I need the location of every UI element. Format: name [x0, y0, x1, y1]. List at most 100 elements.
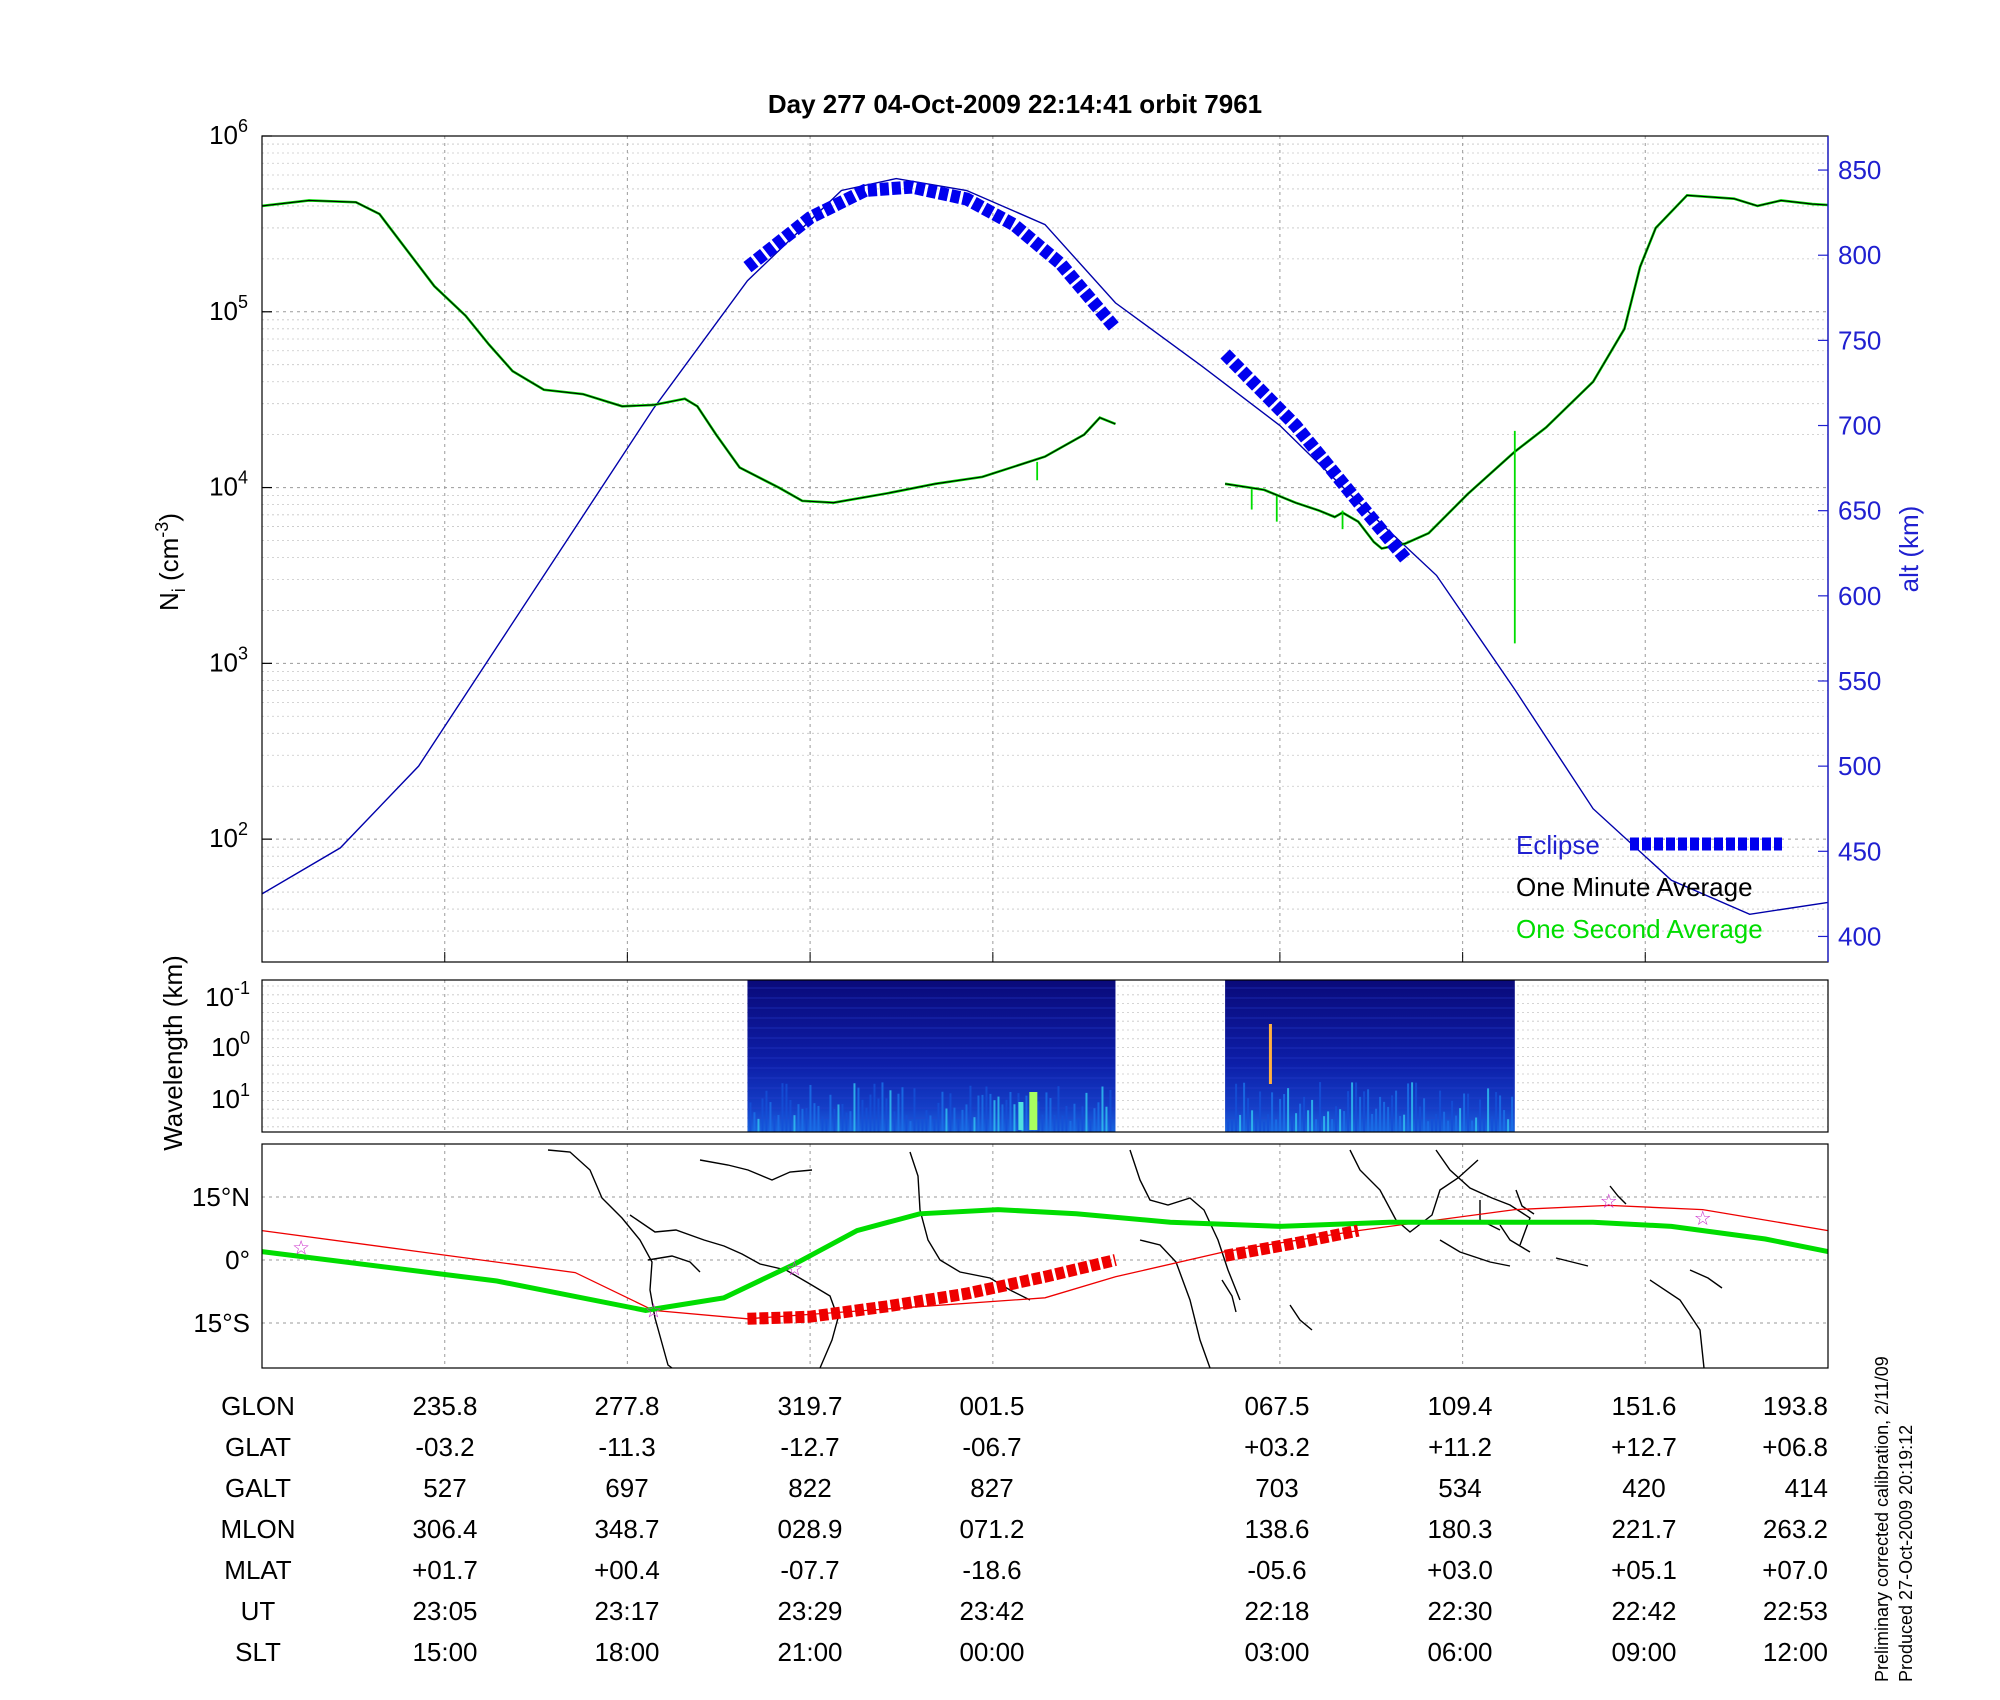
altitude-tick-label: 550 — [1838, 666, 1881, 696]
eclipse-track — [1220, 349, 1411, 563]
table-cell: 420 — [1622, 1473, 1665, 1503]
table-cell: +07.0 — [1762, 1555, 1828, 1585]
star-marker: ☆ — [292, 1237, 310, 1259]
magnetic-track — [261, 1207, 1829, 1313]
one-minute-line — [261, 199, 1116, 504]
altitude-tick-label: 750 — [1838, 325, 1881, 355]
table-cell: -06.7 — [962, 1432, 1021, 1462]
spectrogram-hotspot — [1029, 1092, 1038, 1130]
density-tick-label: 102 — [209, 819, 248, 853]
table-cell: -07.7 — [780, 1555, 839, 1585]
table-cell: +03.2 — [1244, 1432, 1310, 1462]
table-cell: 12:00 — [1763, 1637, 1828, 1667]
legend-one-minute-label: One Minute Average — [1516, 872, 1753, 902]
table-cell: +01.7 — [412, 1555, 478, 1585]
table-cell: +06.8 — [1762, 1432, 1828, 1462]
legend: Eclipse One Minute Average One Second Av… — [1516, 830, 1782, 944]
table-cell: -05.6 — [1247, 1555, 1306, 1585]
spectrogram-block — [747, 980, 1116, 1132]
one-second-line — [261, 199, 1116, 505]
spectrogram-frame — [261, 979, 1829, 1133]
density-tick-label: 106 — [209, 116, 248, 150]
table-cell: -18.6 — [962, 1555, 1021, 1585]
table-cell: 193.8 — [1763, 1391, 1828, 1421]
spectrogram-blocks — [747, 980, 1515, 1132]
table-row-label: GALT — [225, 1473, 291, 1503]
table-cell: 22:42 — [1611, 1596, 1676, 1626]
table-row-label: GLON — [221, 1391, 295, 1421]
altitude-tick-label: 700 — [1838, 411, 1881, 441]
table-cell: 067.5 — [1244, 1391, 1309, 1421]
table-cell: 235.8 — [412, 1391, 477, 1421]
table-cell: -11.3 — [598, 1432, 655, 1462]
table-cell: 071.2 — [959, 1514, 1024, 1544]
calibration-note: Preliminary corrected calibration, 2/11/… — [1872, 1356, 1892, 1682]
eclipse-ground-track — [1224, 1224, 1360, 1262]
table-cell: 001.5 — [959, 1391, 1024, 1421]
table-cell: +11.2 — [1428, 1432, 1492, 1462]
ground-tracks: ☆ ☆ ☆ ☆ ☆ — [261, 1191, 1829, 1325]
altitude-tick-label: 800 — [1838, 240, 1881, 270]
one-minute-line — [1225, 194, 1829, 550]
legend-eclipse-label: Eclipse — [1516, 830, 1600, 860]
altitude-tick-label: 850 — [1838, 155, 1881, 185]
table-cell: 319.7 — [777, 1391, 842, 1421]
map-frame — [261, 1143, 1829, 1369]
spectrogram-ticks: 10-1 100 101 — [205, 978, 250, 1114]
table-cell: 263.2 — [1763, 1514, 1828, 1544]
table-cell: 527 — [423, 1473, 466, 1503]
table-cell: +12.7 — [1611, 1432, 1677, 1462]
table-cell: 180.3 — [1427, 1514, 1492, 1544]
table-cell: 348.7 — [594, 1514, 659, 1544]
wavelength-tick-label: 101 — [211, 1080, 250, 1114]
table-cell: 23:05 — [412, 1596, 477, 1626]
table-cell: 703 — [1255, 1473, 1298, 1503]
star-marker: ☆ — [645, 1300, 663, 1322]
coastline-outlines — [547, 1149, 1723, 1369]
eclipse-track — [743, 180, 1121, 333]
latitude-tick-label: 15°N — [192, 1182, 250, 1212]
spectrogram-grid — [262, 980, 1828, 1132]
altitude-line — [261, 177, 1829, 916]
table-cell: 221.7 — [1611, 1514, 1676, 1544]
eclipse-layer — [743, 180, 1411, 563]
altitude-axis-label: alt (km) — [1894, 506, 1924, 593]
table-cell: 827 — [970, 1473, 1013, 1503]
table-cell: 22:30 — [1427, 1596, 1492, 1626]
table-cell: 03:00 — [1244, 1637, 1309, 1667]
wavelength-tick-label: 10-1 — [205, 978, 250, 1012]
table-cell: 277.8 — [594, 1391, 659, 1421]
density-tick-label: 103 — [209, 643, 248, 677]
table-cell: 306.4 — [412, 1514, 477, 1544]
main-panel-ticks: 102 103 104 105 106 400 450 500 550 600 650 700 750 8… — [209, 116, 1881, 962]
table-cell: -12.7 — [780, 1432, 839, 1462]
chart-title: Day 277 04-Oct-2009 22:14:41 orbit 7961 — [768, 89, 1262, 119]
altitude-tick-label: 500 — [1838, 751, 1881, 781]
star-marker: ☆ — [1600, 1191, 1618, 1213]
table-cell: 151.6 — [1611, 1391, 1676, 1421]
density-axis-label: Ni (cm-3) — [152, 513, 189, 611]
table-cell: 22:53 — [1763, 1596, 1828, 1626]
table-cell: +03.0 — [1427, 1555, 1493, 1585]
altitude-tick-label: 600 — [1838, 581, 1881, 611]
orbit-track-thin — [261, 1204, 1829, 1320]
map-grid — [262, 1144, 1828, 1368]
table-row-label: UT — [241, 1596, 276, 1626]
table-cell: 23:42 — [959, 1596, 1024, 1626]
table-cell: 028.9 — [777, 1514, 842, 1544]
orbit-parameter-table: GLON 235.8 277.8 319.7 001.5 067.5 109.4 151.6 1… — [220, 1391, 1828, 1667]
spectrogram-block — [1225, 980, 1515, 1132]
eclipse-ground-track — [747, 1254, 1117, 1325]
wavelength-tick-label: 100 — [211, 1028, 250, 1062]
altitude-tick-label: 650 — [1838, 496, 1881, 526]
table-cell: 414 — [1785, 1473, 1828, 1503]
table-cell: 138.6 — [1244, 1514, 1309, 1544]
table-cell: 697 — [605, 1473, 648, 1503]
latitude-tick-label: 0° — [225, 1245, 250, 1275]
table-cell: 22:18 — [1244, 1596, 1309, 1626]
density-tick-label: 104 — [209, 468, 248, 502]
spectrogram-hotspot — [1018, 1102, 1024, 1130]
star-marker: ☆ — [1694, 1208, 1712, 1230]
altitude-tick-label: 450 — [1838, 836, 1881, 866]
table-cell: 18:00 — [594, 1637, 659, 1667]
